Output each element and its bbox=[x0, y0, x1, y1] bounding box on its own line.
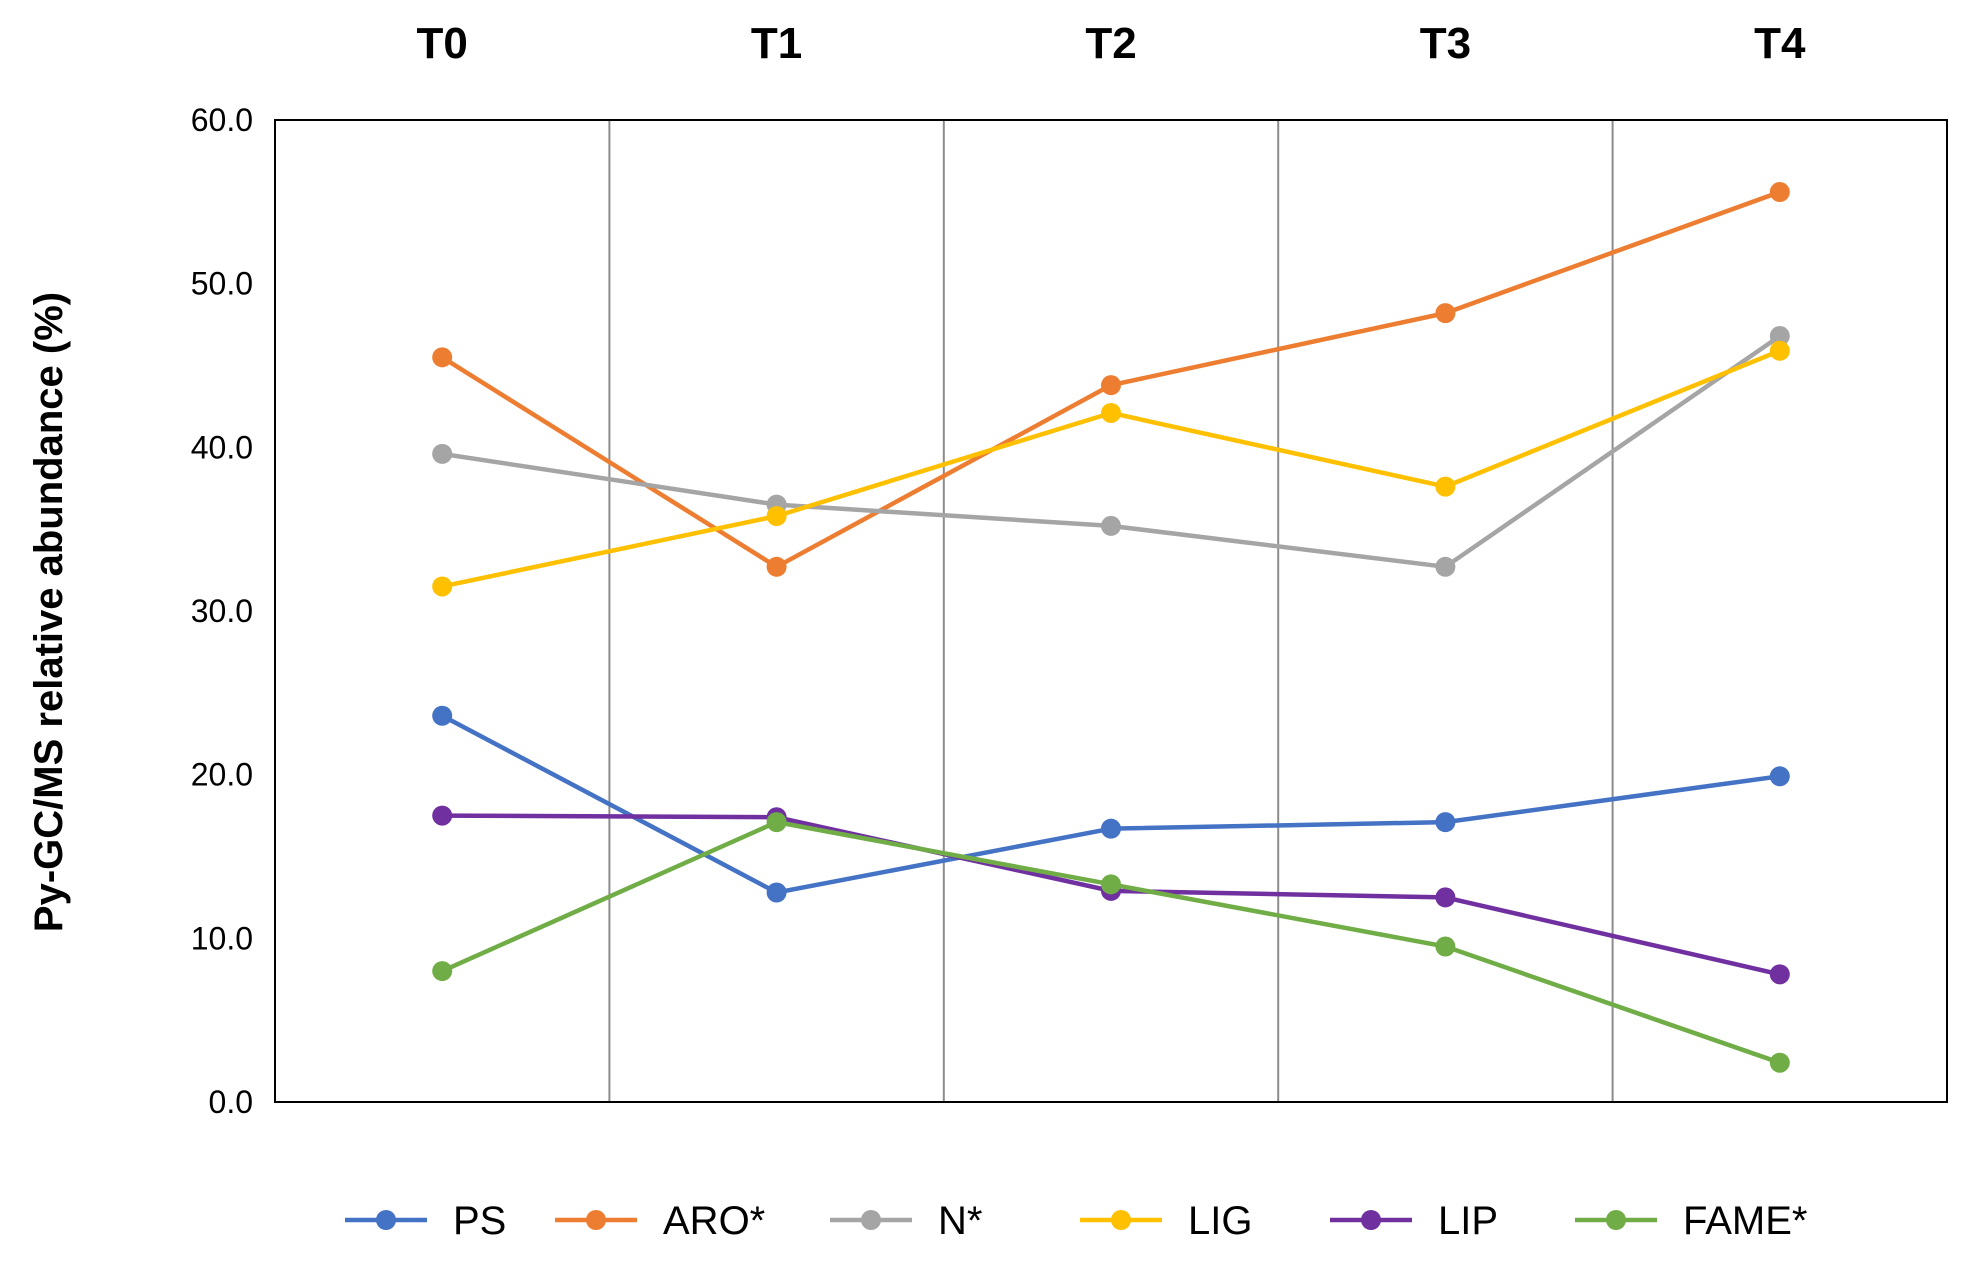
legend-label-lig: LIG bbox=[1188, 1199, 1252, 1243]
data-point-n-t3 bbox=[1435, 556, 1456, 577]
data-point-lip-t3 bbox=[1435, 887, 1456, 908]
category-label-t4: T4 bbox=[1754, 19, 1806, 68]
category-label-t1: T1 bbox=[751, 19, 802, 68]
legend-swatch-marker bbox=[376, 1210, 396, 1230]
category-label-t3: T3 bbox=[1420, 19, 1471, 68]
series-line-ps bbox=[439, 713, 1783, 895]
data-point-lig-t2 bbox=[1101, 402, 1121, 423]
data-point-lip-t0 bbox=[432, 805, 453, 826]
series-line-fame bbox=[439, 819, 1783, 1065]
legend-item-lig: LIG bbox=[1080, 1199, 1252, 1243]
legend-label-n: N* bbox=[938, 1199, 982, 1243]
series-aro bbox=[432, 182, 1790, 577]
legend-item-lip: LIP bbox=[1330, 1199, 1498, 1243]
legend-label-lip: LIP bbox=[1438, 1199, 1498, 1243]
data-point-ps-t4 bbox=[1769, 766, 1790, 787]
data-point-ps-t1 bbox=[766, 882, 787, 903]
legend-item-aro: ARO* bbox=[555, 1199, 765, 1243]
data-point-aro-t2 bbox=[1101, 375, 1121, 396]
series-lig bbox=[432, 340, 1790, 597]
y-axis-title: Py-GC/MS relative abundance (%) bbox=[27, 292, 71, 932]
series-lines bbox=[432, 182, 1790, 1073]
data-point-fame-t1 bbox=[766, 812, 787, 833]
legend-swatch-marker bbox=[861, 1210, 881, 1230]
data-point-aro-t0 bbox=[432, 347, 453, 368]
data-point-aro-t1 bbox=[766, 556, 787, 577]
legend-swatch-marker bbox=[1361, 1210, 1381, 1230]
legend-swatch-marker bbox=[586, 1210, 606, 1230]
data-point-aro-t4 bbox=[1769, 182, 1790, 203]
data-point-aro-t3 bbox=[1435, 303, 1456, 324]
category-label-t0: T0 bbox=[417, 19, 468, 68]
y-tick-label: 60.0 bbox=[191, 102, 253, 138]
data-point-n-t2 bbox=[1101, 515, 1121, 536]
data-point-lig-t1 bbox=[766, 506, 787, 527]
legend: PS ARO* N* LIG LIP FAME* bbox=[345, 1199, 1807, 1243]
data-point-lig-t4 bbox=[1769, 340, 1790, 361]
data-point-n-t4 bbox=[1769, 326, 1790, 347]
data-point-ps-t3 bbox=[1435, 812, 1456, 833]
legend-swatch-marker bbox=[1606, 1210, 1626, 1230]
vertical-gridlines bbox=[608, 120, 1614, 1102]
data-point-fame-t2 bbox=[1101, 874, 1121, 895]
plot-area-frame bbox=[274, 119, 1948, 1103]
data-point-ps-t2 bbox=[1101, 818, 1121, 839]
legend-label-fame: FAME* bbox=[1683, 1199, 1807, 1243]
series-ps bbox=[432, 705, 1790, 903]
y-tick-label: 20.0 bbox=[191, 757, 253, 793]
series-fame bbox=[432, 812, 1790, 1073]
legend-label-ps: PS bbox=[453, 1199, 506, 1243]
data-point-fame-t4 bbox=[1769, 1052, 1790, 1073]
data-point-lig-t0 bbox=[432, 576, 453, 597]
category-label-t2: T2 bbox=[1085, 19, 1136, 68]
series-n bbox=[432, 326, 1790, 577]
data-point-lig-t3 bbox=[1435, 476, 1456, 497]
legend-label-aro: ARO* bbox=[663, 1199, 765, 1243]
y-tick-label: 30.0 bbox=[191, 593, 253, 629]
legend-item-ps: PS bbox=[345, 1199, 506, 1243]
category-labels: T0 T1 T2 T3 T4 bbox=[417, 19, 1806, 68]
legend-item-n: N* bbox=[830, 1199, 982, 1243]
y-tick-label: 40.0 bbox=[191, 429, 253, 465]
y-tick-label: 10.0 bbox=[191, 920, 253, 956]
legend-item-fame: FAME* bbox=[1575, 1199, 1807, 1243]
y-tick-label: 50.0 bbox=[191, 266, 253, 302]
y-axis-tick-labels: 0.0 10.0 20.0 30.0 40.0 50.0 60.0 bbox=[191, 102, 253, 1120]
y-tick-label: 0.0 bbox=[209, 1084, 253, 1120]
data-point-lip-t4 bbox=[1769, 964, 1790, 985]
data-point-ps-t0 bbox=[432, 705, 453, 726]
data-point-fame-t0 bbox=[432, 961, 453, 982]
data-point-n-t0 bbox=[432, 443, 453, 464]
data-point-fame-t3 bbox=[1435, 936, 1456, 957]
legend-swatch-marker bbox=[1111, 1210, 1131, 1230]
